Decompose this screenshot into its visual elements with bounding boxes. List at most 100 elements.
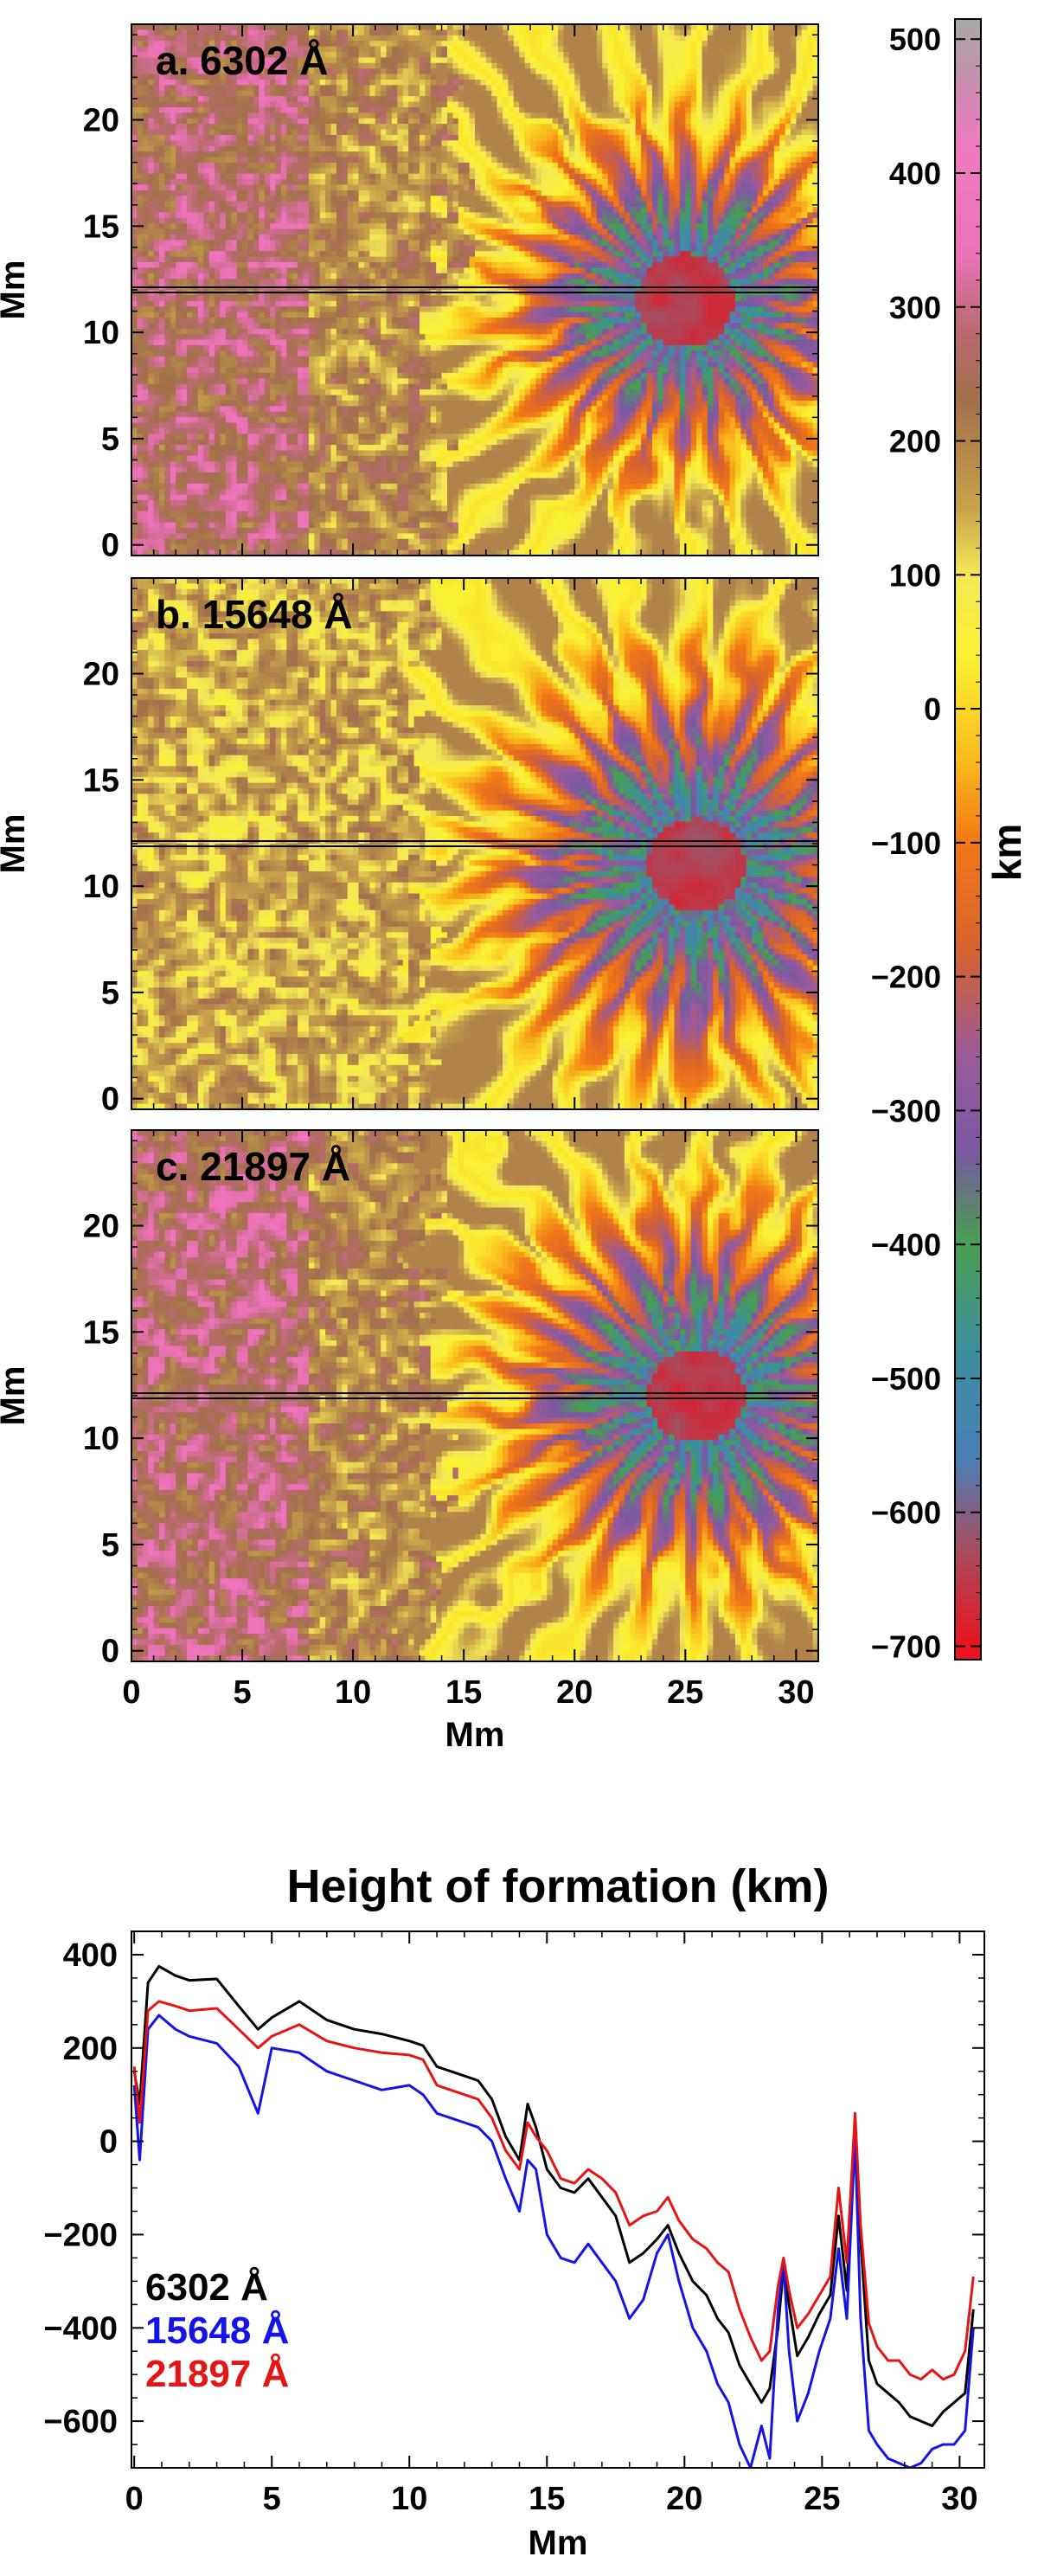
heatmap-cell bbox=[746, 190, 753, 196]
heatmap-cell bbox=[729, 57, 736, 64]
heatmap-cell bbox=[530, 173, 537, 180]
heatmap-cell bbox=[153, 112, 160, 119]
heatmap-cell bbox=[381, 74, 388, 80]
heatmap-cell bbox=[386, 201, 393, 208]
heatmap-cell bbox=[796, 57, 803, 64]
heatmap-cell bbox=[137, 35, 144, 42]
heatmap-cell bbox=[752, 168, 759, 175]
heatmap-cell bbox=[425, 140, 432, 147]
heatmap-cell bbox=[524, 217, 531, 224]
heatmap-cell bbox=[768, 157, 775, 164]
heatmap-cell bbox=[375, 145, 381, 152]
heatmap-cell bbox=[552, 79, 559, 86]
heatmap-cell bbox=[253, 101, 260, 108]
heatmap-cell bbox=[319, 196, 326, 202]
heatmap-cell bbox=[685, 240, 692, 247]
heatmap-cell bbox=[669, 179, 676, 186]
heatmap-cell bbox=[419, 179, 426, 186]
heatmap-cell bbox=[264, 151, 271, 158]
heatmap-cell bbox=[464, 51, 471, 58]
heatmap-cell bbox=[773, 57, 780, 64]
heatmap-cell bbox=[530, 68, 537, 75]
heatmap-cell bbox=[707, 201, 714, 208]
heatmap-cell bbox=[419, 212, 426, 219]
heatmap-cell bbox=[220, 112, 227, 119]
heatmap-cell bbox=[807, 173, 814, 180]
heatmap-cell bbox=[547, 46, 554, 53]
heatmap-cell bbox=[508, 29, 515, 36]
heatmap-cell bbox=[353, 112, 360, 119]
heatmap-cell bbox=[568, 223, 575, 230]
heatmap-cell bbox=[353, 190, 360, 196]
heatmap-cell bbox=[353, 46, 360, 53]
heatmap-cell bbox=[452, 196, 459, 202]
heatmap-cell bbox=[137, 162, 144, 169]
heatmap-cell bbox=[563, 24, 570, 30]
heatmap-cell bbox=[402, 201, 409, 208]
heatmap-cell bbox=[286, 112, 293, 119]
heatmap-cell bbox=[651, 68, 658, 75]
heatmap-cell bbox=[679, 106, 686, 113]
heatmap-cell bbox=[413, 134, 420, 141]
heatmap-cell bbox=[497, 140, 503, 147]
heatmap-cell bbox=[586, 51, 593, 58]
heatmap-cell bbox=[762, 46, 769, 53]
heatmap-cell bbox=[679, 140, 686, 147]
heatmap-cell bbox=[530, 96, 537, 103]
heatmap-cell bbox=[314, 85, 321, 92]
heatmap-cell bbox=[458, 190, 465, 196]
heatmap-cell bbox=[464, 157, 471, 164]
heatmap-cell bbox=[674, 29, 681, 36]
heatmap-cell bbox=[308, 35, 315, 42]
heatmap-cell bbox=[264, 90, 271, 97]
heatmap-cell bbox=[358, 46, 365, 53]
heatmap-cell bbox=[547, 106, 554, 113]
heatmap-cell bbox=[690, 145, 697, 152]
heatmap-cell bbox=[192, 201, 199, 208]
heatmap-cell bbox=[469, 196, 476, 202]
heatmap-cell bbox=[375, 112, 381, 119]
heatmap-cell bbox=[170, 124, 176, 131]
heatmap-cell bbox=[630, 124, 637, 131]
heatmap-cell bbox=[215, 68, 221, 75]
heatmap-cell bbox=[220, 35, 227, 42]
heatmap-cell bbox=[491, 196, 498, 202]
heatmap-cell bbox=[746, 234, 753, 241]
heatmap-cell bbox=[552, 35, 559, 42]
heatmap-cell bbox=[153, 96, 160, 103]
heatmap-cell bbox=[497, 228, 503, 235]
heatmap-cell bbox=[580, 129, 586, 136]
heatmap-cell bbox=[148, 90, 155, 97]
heatmap-cell bbox=[358, 223, 365, 230]
heatmap-cell bbox=[552, 145, 559, 152]
heatmap-cell bbox=[225, 207, 232, 214]
heatmap-cell bbox=[286, 234, 293, 241]
heatmap-cell bbox=[225, 24, 232, 30]
heatmap-cell bbox=[142, 29, 149, 36]
heatmap-cell bbox=[757, 74, 764, 80]
heatmap-cell bbox=[624, 29, 631, 36]
heatmap-cell bbox=[292, 35, 298, 42]
heatmap-cell bbox=[298, 151, 304, 158]
heatmap-cell bbox=[530, 228, 537, 235]
heatmap-cell bbox=[292, 112, 298, 119]
heatmap-cell bbox=[651, 196, 658, 202]
heatmap-cell bbox=[436, 201, 443, 208]
heatmap-cell bbox=[801, 134, 808, 141]
heatmap-cell bbox=[480, 140, 487, 147]
heatmap-cell bbox=[552, 134, 559, 141]
heatmap-cell bbox=[475, 46, 481, 53]
heatmap-cell bbox=[480, 173, 487, 180]
heatmap-cell bbox=[734, 85, 741, 92]
heatmap-cell bbox=[618, 112, 625, 119]
heatmap-cell bbox=[363, 223, 370, 230]
heatmap-cell bbox=[325, 62, 332, 69]
heatmap-cell bbox=[558, 168, 565, 175]
heatmap-cell bbox=[408, 24, 415, 30]
heatmap-cell bbox=[391, 90, 398, 97]
heatmap-cell bbox=[381, 29, 388, 36]
heatmap-cell bbox=[475, 190, 481, 196]
heatmap-cell bbox=[430, 134, 437, 141]
heatmap-cell bbox=[513, 101, 520, 108]
heatmap-cell bbox=[591, 217, 598, 224]
